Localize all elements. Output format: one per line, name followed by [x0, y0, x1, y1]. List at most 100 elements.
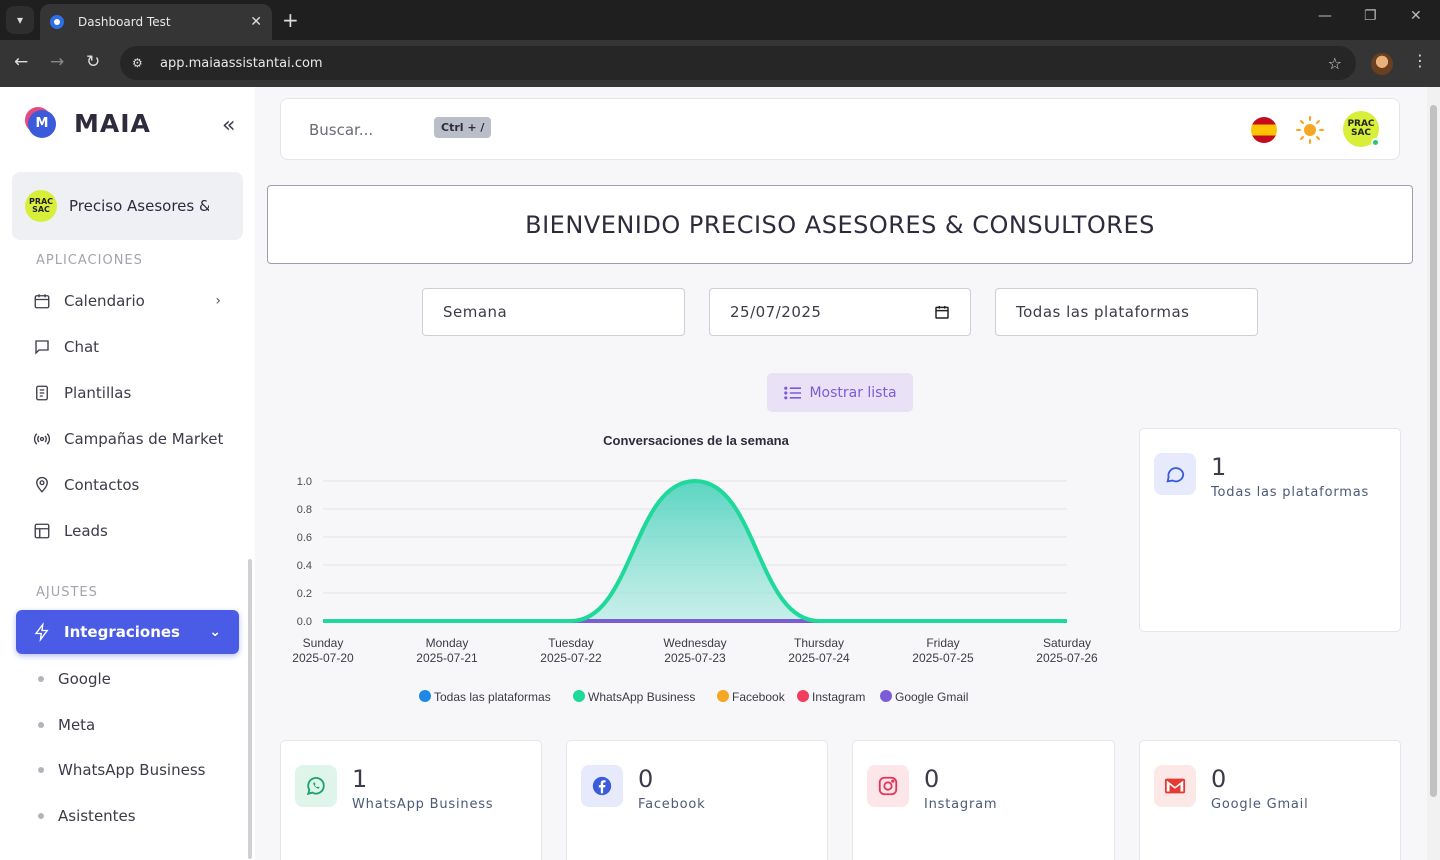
- y-tick-label: 0.8: [297, 504, 312, 516]
- y-tick-label: 0.6: [297, 532, 312, 544]
- legend-marker: [717, 690, 729, 702]
- spain-flag-icon[interactable]: [1251, 117, 1277, 143]
- sidebar-subitem-google[interactable]: Google: [38, 670, 111, 688]
- platform-count: 0: [1211, 765, 1227, 793]
- tab-title: Dashboard Test: [78, 15, 171, 29]
- sun-icon[interactable]: [1295, 115, 1325, 145]
- location-pin-icon: [32, 475, 52, 495]
- chevron-down-icon: ⌄: [209, 624, 221, 640]
- sidebar-subitem-label: WhatsApp Business: [58, 761, 206, 779]
- bullet-icon: [38, 767, 44, 773]
- profile-avatar[interactable]: [1371, 53, 1393, 75]
- sidebar-item-label: Plantillas: [64, 384, 132, 402]
- tab-search-button[interactable]: ▾: [6, 6, 34, 34]
- templates-icon: [32, 383, 52, 403]
- show-list-button[interactable]: Mostrar lista: [767, 373, 913, 412]
- reload-icon[interactable]: ↻: [86, 52, 101, 72]
- platform-label: WhatsApp Business: [352, 797, 494, 812]
- series-area-whatsapp-business: [323, 481, 1067, 621]
- platform-count: 0: [638, 765, 654, 793]
- period-select[interactable]: Semana: [422, 288, 685, 336]
- sidebar-item-label: Calendario: [64, 292, 145, 310]
- chevron-right-icon: ›: [215, 293, 221, 309]
- browser-tab[interactable]: Dashboard Test ✕: [40, 4, 272, 40]
- sidebar-subitem-label: Asistentes: [58, 807, 136, 825]
- page-scrollbar-thumb[interactable]: [1430, 105, 1437, 797]
- legend-marker: [880, 690, 892, 702]
- chart-title: Conversaciones de la semana: [603, 433, 789, 448]
- sidebar-scrollbar[interactable]: [248, 559, 252, 859]
- x-tick-label: Saturday: [1043, 636, 1091, 650]
- search-input[interactable]: Buscar...: [309, 121, 374, 139]
- section-label-apps: APLICACIONES: [36, 253, 143, 268]
- calendar-icon: [32, 291, 52, 311]
- x-tick-date: 2025-07-20: [292, 651, 354, 665]
- legend-label: Instagram: [812, 690, 865, 704]
- sidebar-subitem-asistentes[interactable]: Asistentes: [38, 807, 136, 825]
- collapse-sidebar-icon[interactable]: «: [222, 113, 236, 138]
- page-scrollbar[interactable]: [1427, 87, 1440, 860]
- chat-bubble-icon: [1154, 453, 1196, 495]
- sidebar-item-leads[interactable]: Leads: [16, 509, 239, 553]
- gmail-icon: [1154, 765, 1196, 807]
- forward-icon[interactable]: →: [50, 52, 65, 72]
- minimize-icon[interactable]: —: [1318, 8, 1332, 24]
- legend-label: Google Gmail: [895, 690, 968, 704]
- x-tick-label: Thursday: [794, 636, 844, 650]
- layout-icon: [32, 521, 52, 541]
- search-shortcut-badge: Ctrl + /: [434, 117, 492, 138]
- platform-count: 1: [352, 765, 368, 793]
- platform-select[interactable]: Todas las plataformas: [995, 288, 1258, 336]
- favicon-icon: [50, 15, 64, 29]
- site-settings-icon[interactable]: ⚙: [132, 56, 143, 70]
- url-text[interactable]: app.maiaassistantai.com: [160, 55, 323, 71]
- tab-close-icon[interactable]: ✕: [250, 14, 262, 30]
- sidebar-subitem-label: Meta: [58, 716, 96, 734]
- platform-label: Google Gmail: [1211, 797, 1309, 812]
- address-bar[interactable]: ⚙ app.maiaassistantai.com ☆: [120, 46, 1356, 80]
- platform-label: Facebook: [638, 797, 706, 812]
- x-tick-label: Sunday: [303, 636, 344, 650]
- x-tick-date: 2025-07-23: [664, 651, 726, 665]
- platform-label: Instagram: [924, 797, 998, 812]
- platform-value: Todas las plataformas: [1016, 303, 1190, 321]
- sidebar-subitem-whatsapp[interactable]: WhatsApp Business: [38, 761, 205, 779]
- browser-menu-icon[interactable]: ⋮: [1412, 51, 1428, 70]
- sidebar-item-label: Contactos: [64, 476, 140, 494]
- close-window-icon[interactable]: ✕: [1410, 8, 1422, 24]
- calendar-picker-icon[interactable]: [934, 303, 950, 321]
- sidebar-item-campanas[interactable]: Campañas de Market: [16, 417, 239, 461]
- y-tick-label: 0.0: [297, 616, 312, 628]
- chart-svg: Conversaciones de la semana 1.0 0.8 0.6 0.4 0…: [292, 433, 1098, 704]
- top-navbar: Buscar... Ctrl + / PRAC SAC: [280, 98, 1400, 160]
- facebook-icon: [581, 765, 623, 807]
- browser-tab-bar: ▾ Dashboard Test ✕ + — ❐ ✕: [0, 0, 1440, 40]
- x-tick-date: 2025-07-22: [540, 651, 602, 665]
- sidebar-item-calendario[interactable]: Calendario ›: [16, 279, 239, 323]
- sidebar-item-plantillas[interactable]: Plantillas: [16, 371, 239, 415]
- online-status-badge: [1371, 138, 1380, 147]
- weekly-conversations-chart: Conversaciones de la semana 1.0 0.8 0.6 0.4 0…: [280, 425, 1120, 715]
- welcome-banner: BIENVENIDO PRECISO ASESORES & CONSULTORE…: [267, 185, 1413, 264]
- account-switcher[interactable]: PRAC SAC Preciso Asesores &: [12, 172, 243, 240]
- sidebar-subitem-meta[interactable]: Meta: [38, 716, 95, 734]
- platform-card-facebook: 0 Facebook: [566, 740, 828, 860]
- sidebar-item-chat[interactable]: Chat: [16, 325, 239, 369]
- sidebar: M MAIA « PRAC SAC Preciso Asesores & APL…: [0, 87, 255, 860]
- bookmark-star-icon[interactable]: ☆: [1327, 53, 1342, 73]
- y-tick-label: 0.2: [297, 588, 312, 600]
- restore-icon[interactable]: ❐: [1364, 8, 1377, 24]
- sidebar-item-integraciones[interactable]: Integraciones ⌄: [16, 610, 239, 654]
- list-icon: [783, 385, 803, 401]
- back-icon[interactable]: ←: [14, 52, 29, 72]
- new-tab-button[interactable]: +: [282, 8, 299, 32]
- sidebar-item-contactos[interactable]: Contactos: [16, 463, 239, 507]
- date-input[interactable]: 25/07/2025: [709, 288, 971, 336]
- x-tick-date: 2025-07-24: [788, 651, 850, 665]
- account-name: Preciso Asesores &: [69, 197, 209, 215]
- legend-marker: [573, 690, 585, 702]
- brand[interactable]: M MAIA: [28, 109, 151, 138]
- legend-label: WhatsApp Business: [588, 690, 695, 704]
- series-line-whatsapp-business: [323, 478, 1067, 623]
- sidebar-item-label: Leads: [64, 522, 108, 540]
